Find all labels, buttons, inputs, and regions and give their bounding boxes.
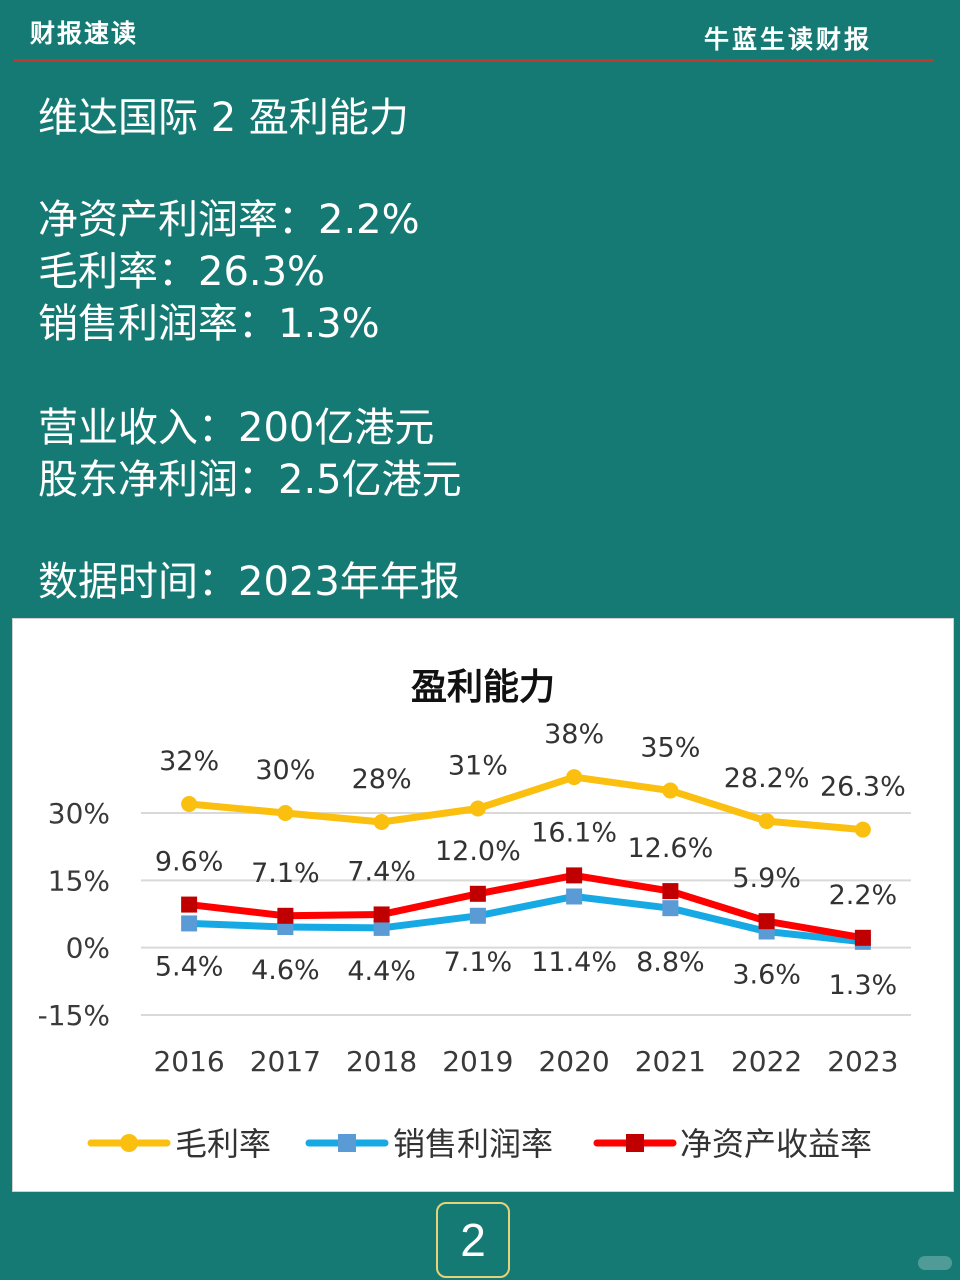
data-label: 4.4% bbox=[347, 956, 416, 987]
data-label: 28% bbox=[352, 764, 412, 795]
data-label: 7.1% bbox=[444, 947, 513, 978]
header-left-title: 财报速读 bbox=[30, 19, 139, 48]
gross-margin-line: 毛利率：26.3% bbox=[38, 249, 326, 295]
data-point bbox=[373, 919, 390, 936]
legend-label: 净资产收益率 bbox=[680, 1125, 872, 1163]
profit-line: 股东净利润：2.5亿港元 bbox=[38, 457, 462, 503]
data-point bbox=[181, 915, 198, 932]
data-point bbox=[854, 821, 871, 838]
series-line-1 bbox=[185, 892, 867, 946]
data-label: 28.2% bbox=[724, 763, 810, 794]
y-tick-label: 0% bbox=[66, 932, 110, 965]
roe-line: 净资产利润率：2.2% bbox=[38, 197, 420, 243]
page-number-box: 2 bbox=[436, 1202, 510, 1278]
data-point bbox=[758, 913, 775, 930]
data-point bbox=[758, 813, 775, 830]
data-label: 5.9% bbox=[732, 863, 801, 894]
data-label: 38% bbox=[544, 719, 604, 750]
series-line-2 bbox=[185, 871, 867, 942]
data-label: 9.6% bbox=[155, 847, 224, 878]
data-point bbox=[469, 885, 486, 902]
x-tick-label: 2022 bbox=[731, 1045, 802, 1078]
legend-marker bbox=[120, 1134, 138, 1152]
x-tick-label: 2017 bbox=[250, 1045, 321, 1078]
header-bar: 财报速读 牛蓝生读财报 bbox=[0, 0, 960, 62]
header-divider bbox=[14, 59, 934, 62]
data-point bbox=[566, 769, 583, 786]
series-line-0 bbox=[185, 773, 867, 834]
data-point bbox=[181, 896, 198, 913]
data-label: 1.3% bbox=[829, 970, 898, 1001]
legend-marker bbox=[626, 1134, 644, 1152]
data-label: 7.4% bbox=[347, 856, 416, 887]
data-label: 12.6% bbox=[627, 833, 713, 864]
data-label: 4.6% bbox=[251, 955, 320, 986]
legend-marker bbox=[338, 1134, 356, 1152]
data-label: 31% bbox=[448, 751, 508, 782]
ratio-list: 净资产利润率：2.2% 毛利率：26.3% 销售利润率：1.3% bbox=[38, 194, 420, 350]
data-point bbox=[373, 906, 390, 923]
data-point bbox=[277, 907, 294, 924]
data-label: 2.2% bbox=[829, 880, 898, 911]
chart-title: 盈利能力 bbox=[411, 666, 555, 708]
data-point bbox=[469, 907, 486, 924]
revenue-line: 营业收入：200亿港元 bbox=[38, 405, 435, 451]
data-label: 7.1% bbox=[251, 858, 320, 889]
data-time-block: 数据时间：2023年年报 bbox=[38, 556, 460, 608]
data-point bbox=[469, 800, 486, 817]
chart-panel: 盈利能力 30% 15% 0% -15% 2016 2017 2018 2019 2020 202… bbox=[12, 618, 954, 1192]
data-point bbox=[662, 883, 679, 900]
y-tick-label: 15% bbox=[48, 864, 110, 897]
page-heading: 维达国际 2 盈利能力 bbox=[38, 95, 409, 141]
y-tick-label: 30% bbox=[48, 797, 110, 830]
data-time-line: 数据时间：2023年年报 bbox=[38, 559, 460, 605]
data-point bbox=[373, 813, 390, 830]
data-label: 16.1% bbox=[531, 817, 617, 848]
y-tick-label: -15% bbox=[38, 999, 110, 1032]
data-point bbox=[277, 805, 294, 821]
data-point bbox=[566, 888, 583, 905]
data-label: 35% bbox=[640, 733, 700, 764]
profitability-chart: 盈利能力 30% 15% 0% -15% 2016 2017 2018 2019 2020 202… bbox=[38, 666, 911, 1163]
data-label: 26.3% bbox=[820, 772, 906, 803]
legend-label: 销售利润率 bbox=[393, 1125, 553, 1163]
page-number: 2 bbox=[460, 1214, 486, 1266]
data-label: 8.8% bbox=[636, 947, 705, 978]
data-point bbox=[662, 782, 679, 799]
x-tick-label: 2018 bbox=[346, 1045, 417, 1078]
revenue-list: 营业收入：200亿港元 股东净利润：2.5亿港元 bbox=[38, 402, 462, 506]
x-tick-label: 2021 bbox=[635, 1045, 706, 1078]
data-point bbox=[566, 867, 583, 884]
data-point bbox=[662, 900, 679, 917]
data-label: 32% bbox=[159, 746, 219, 777]
x-tick-label: 2020 bbox=[538, 1045, 609, 1078]
x-tick-label: 2019 bbox=[442, 1045, 513, 1078]
data-label: 12.0% bbox=[435, 836, 521, 867]
x-tick-label: 2016 bbox=[153, 1045, 224, 1078]
data-label: 5.4% bbox=[155, 951, 224, 982]
net-margin-line: 销售利润率：1.3% bbox=[38, 301, 380, 347]
data-label: 3.6% bbox=[732, 960, 801, 991]
x-tick-label: 2023 bbox=[827, 1045, 898, 1078]
content-heading-block: 维达国际 2 盈利能力 bbox=[38, 92, 409, 144]
watermark-badge bbox=[918, 1256, 952, 1270]
data-point bbox=[181, 796, 198, 813]
data-label: 11.4% bbox=[531, 947, 617, 978]
legend-label: 毛利率 bbox=[175, 1125, 271, 1163]
data-label: 30% bbox=[255, 755, 315, 786]
header-right-title: 牛蓝生读财报 bbox=[703, 25, 872, 54]
data-point bbox=[854, 929, 871, 946]
